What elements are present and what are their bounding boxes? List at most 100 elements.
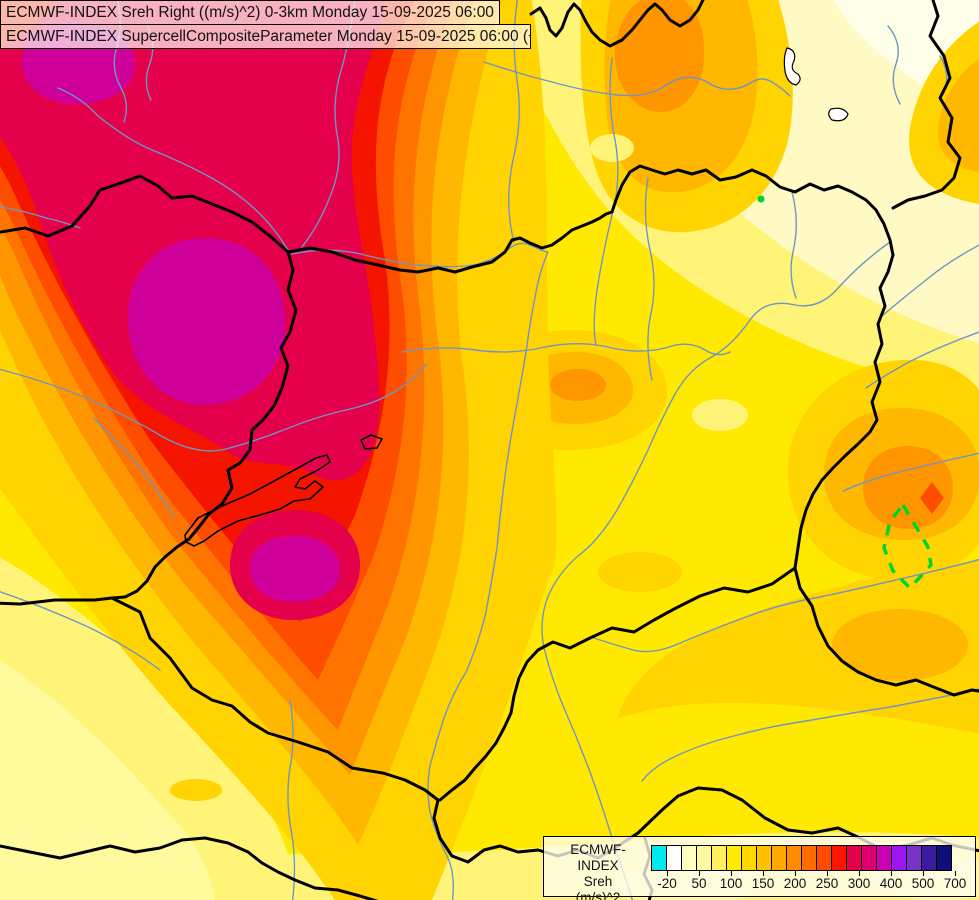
legend-ticklabel-500: 500: [911, 876, 935, 891]
contour-spot-gold-1: [598, 552, 682, 592]
legend-title: ECMWF-INDEX Sreh (m/s)^2: [550, 842, 646, 900]
river-tisza: [541, 241, 891, 900]
legend-cell-12: [831, 845, 847, 871]
legend-product-name: ECMWF-INDEX: [570, 842, 626, 873]
map-title-line-2: ECMWF-INDEX SupercellCompositeParameter …: [0, 24, 531, 49]
contour-patch-ne-orange: [614, 0, 705, 112]
lake-velence-outline: [360, 434, 383, 450]
legend-tickmark-400: [891, 871, 892, 876]
legend-cell-19: [936, 845, 952, 871]
map-title-line-1: ECMWF-INDEX Sreh Right ((m/s)^2) 0-3km M…: [0, 0, 500, 25]
supercell-marker-dot: [757, 195, 765, 203]
border-at-hu: [0, 250, 298, 606]
legend-parameter-name: Sreh: [583, 874, 613, 889]
legend-ticklabel--20: -20: [657, 876, 677, 891]
border-hr-ba: [0, 836, 379, 900]
legend-cell-17: [906, 845, 922, 871]
river-zala: [93, 417, 175, 519]
contour-spot-se-amber: [832, 609, 968, 681]
contour-patch-mid-orange: [550, 369, 606, 401]
river-mid-horizontal: [401, 343, 731, 356]
border-hu-ro-rs: [438, 566, 797, 802]
river-east-1: [881, 244, 979, 317]
legend-cell-10: [801, 845, 817, 871]
river-raba: [0, 363, 427, 452]
legend-tickmark-300: [859, 871, 860, 876]
legend-cell-13: [846, 845, 862, 871]
legend-cell-6: [741, 845, 757, 871]
contour-blob-magenta-south: [250, 536, 340, 602]
river-east-3: [842, 452, 979, 492]
contour-patch-east-orange: [863, 446, 953, 530]
legend-cell-11: [816, 845, 832, 871]
legend-cell-7: [756, 845, 772, 871]
highlight-markers: [757, 195, 933, 590]
color-scale-legend: ECMWF-INDEX Sreh (m/s)^2 -20 50 100 150 200 2…: [543, 836, 976, 900]
legend-cell-2: [681, 845, 697, 871]
lake-ne-white-2: [828, 107, 849, 122]
lake-ne-white-1: [783, 47, 801, 86]
river-danube-nw: [57, 87, 289, 251]
legend-cell-4: [711, 845, 727, 871]
border-at-sk: [0, 174, 290, 254]
contour-band-se-gold: [618, 560, 979, 734]
contour-spot-gold-2: [659, 652, 731, 684]
contour-spot-light-2: [692, 399, 748, 431]
legend-cell-1: [666, 845, 682, 871]
legend-tickmark-50: [699, 871, 700, 876]
legend-cell-3: [696, 845, 712, 871]
legend-ticklabel-300: 300: [847, 876, 871, 891]
border-ro-rs: [793, 566, 979, 697]
legend-tickmark-200: [795, 871, 796, 876]
legend-ticklabel-150: 150: [751, 876, 775, 891]
river-mura: [0, 590, 161, 671]
contour-spot-east-red-diamond: [920, 482, 944, 514]
river-ne-1: [887, 25, 901, 105]
legend-cell-18: [921, 845, 937, 871]
lakes: [184, 47, 849, 547]
legend-tickmark-150: [763, 871, 764, 876]
legend-cell-0: [651, 845, 667, 871]
river-bodrog: [790, 191, 797, 299]
legend-cell-5: [726, 845, 742, 871]
legend-units: (m/s)^2: [575, 890, 621, 900]
river-sio: [287, 699, 296, 900]
river-koros: [593, 558, 979, 653]
legend-ticklabel-250: 250: [815, 876, 839, 891]
river-zagyva: [593, 57, 619, 346]
legend-tickmark-100: [731, 871, 732, 876]
river-hernad: [644, 177, 655, 381]
border-sk-pl: [529, 0, 705, 48]
legend-cell-14: [861, 845, 877, 871]
border-hu-sk-north: [286, 164, 895, 274]
border-hu-east: [793, 253, 895, 570]
contour-band-sw-pale: [0, 660, 215, 900]
legend-ticklabel-700: 700: [943, 876, 967, 891]
legend-tickmark-250: [827, 871, 828, 876]
contour-blob-magenta-mid: [128, 238, 285, 405]
contour-spot-gold-3: [170, 779, 222, 801]
border-sk-ua: [891, 0, 962, 210]
legend-tickmark-700: [955, 871, 956, 876]
river-nw-3: [0, 206, 81, 229]
legend-tickmark--20: [667, 871, 668, 876]
river-maros: [641, 688, 979, 782]
legend-cell-9: [786, 845, 802, 871]
legend-ticklabel-100: 100: [719, 876, 743, 891]
legend-cell-8: [771, 845, 787, 871]
lake-balaton-outline: [184, 454, 331, 547]
legend-ticklabel-50: 50: [691, 876, 707, 891]
contour-spot-light-1: [590, 134, 634, 162]
legend-cell-16: [891, 845, 907, 871]
legend-ticklabel-400: 400: [879, 876, 903, 891]
legend-ticklabel-200: 200: [783, 876, 807, 891]
legend-tickmark-500: [923, 871, 924, 876]
river-ipel: [483, 61, 791, 97]
supercell-area-outline: [882, 503, 933, 590]
legend-color-bar: [651, 845, 952, 871]
legend-cell-15: [876, 845, 892, 871]
